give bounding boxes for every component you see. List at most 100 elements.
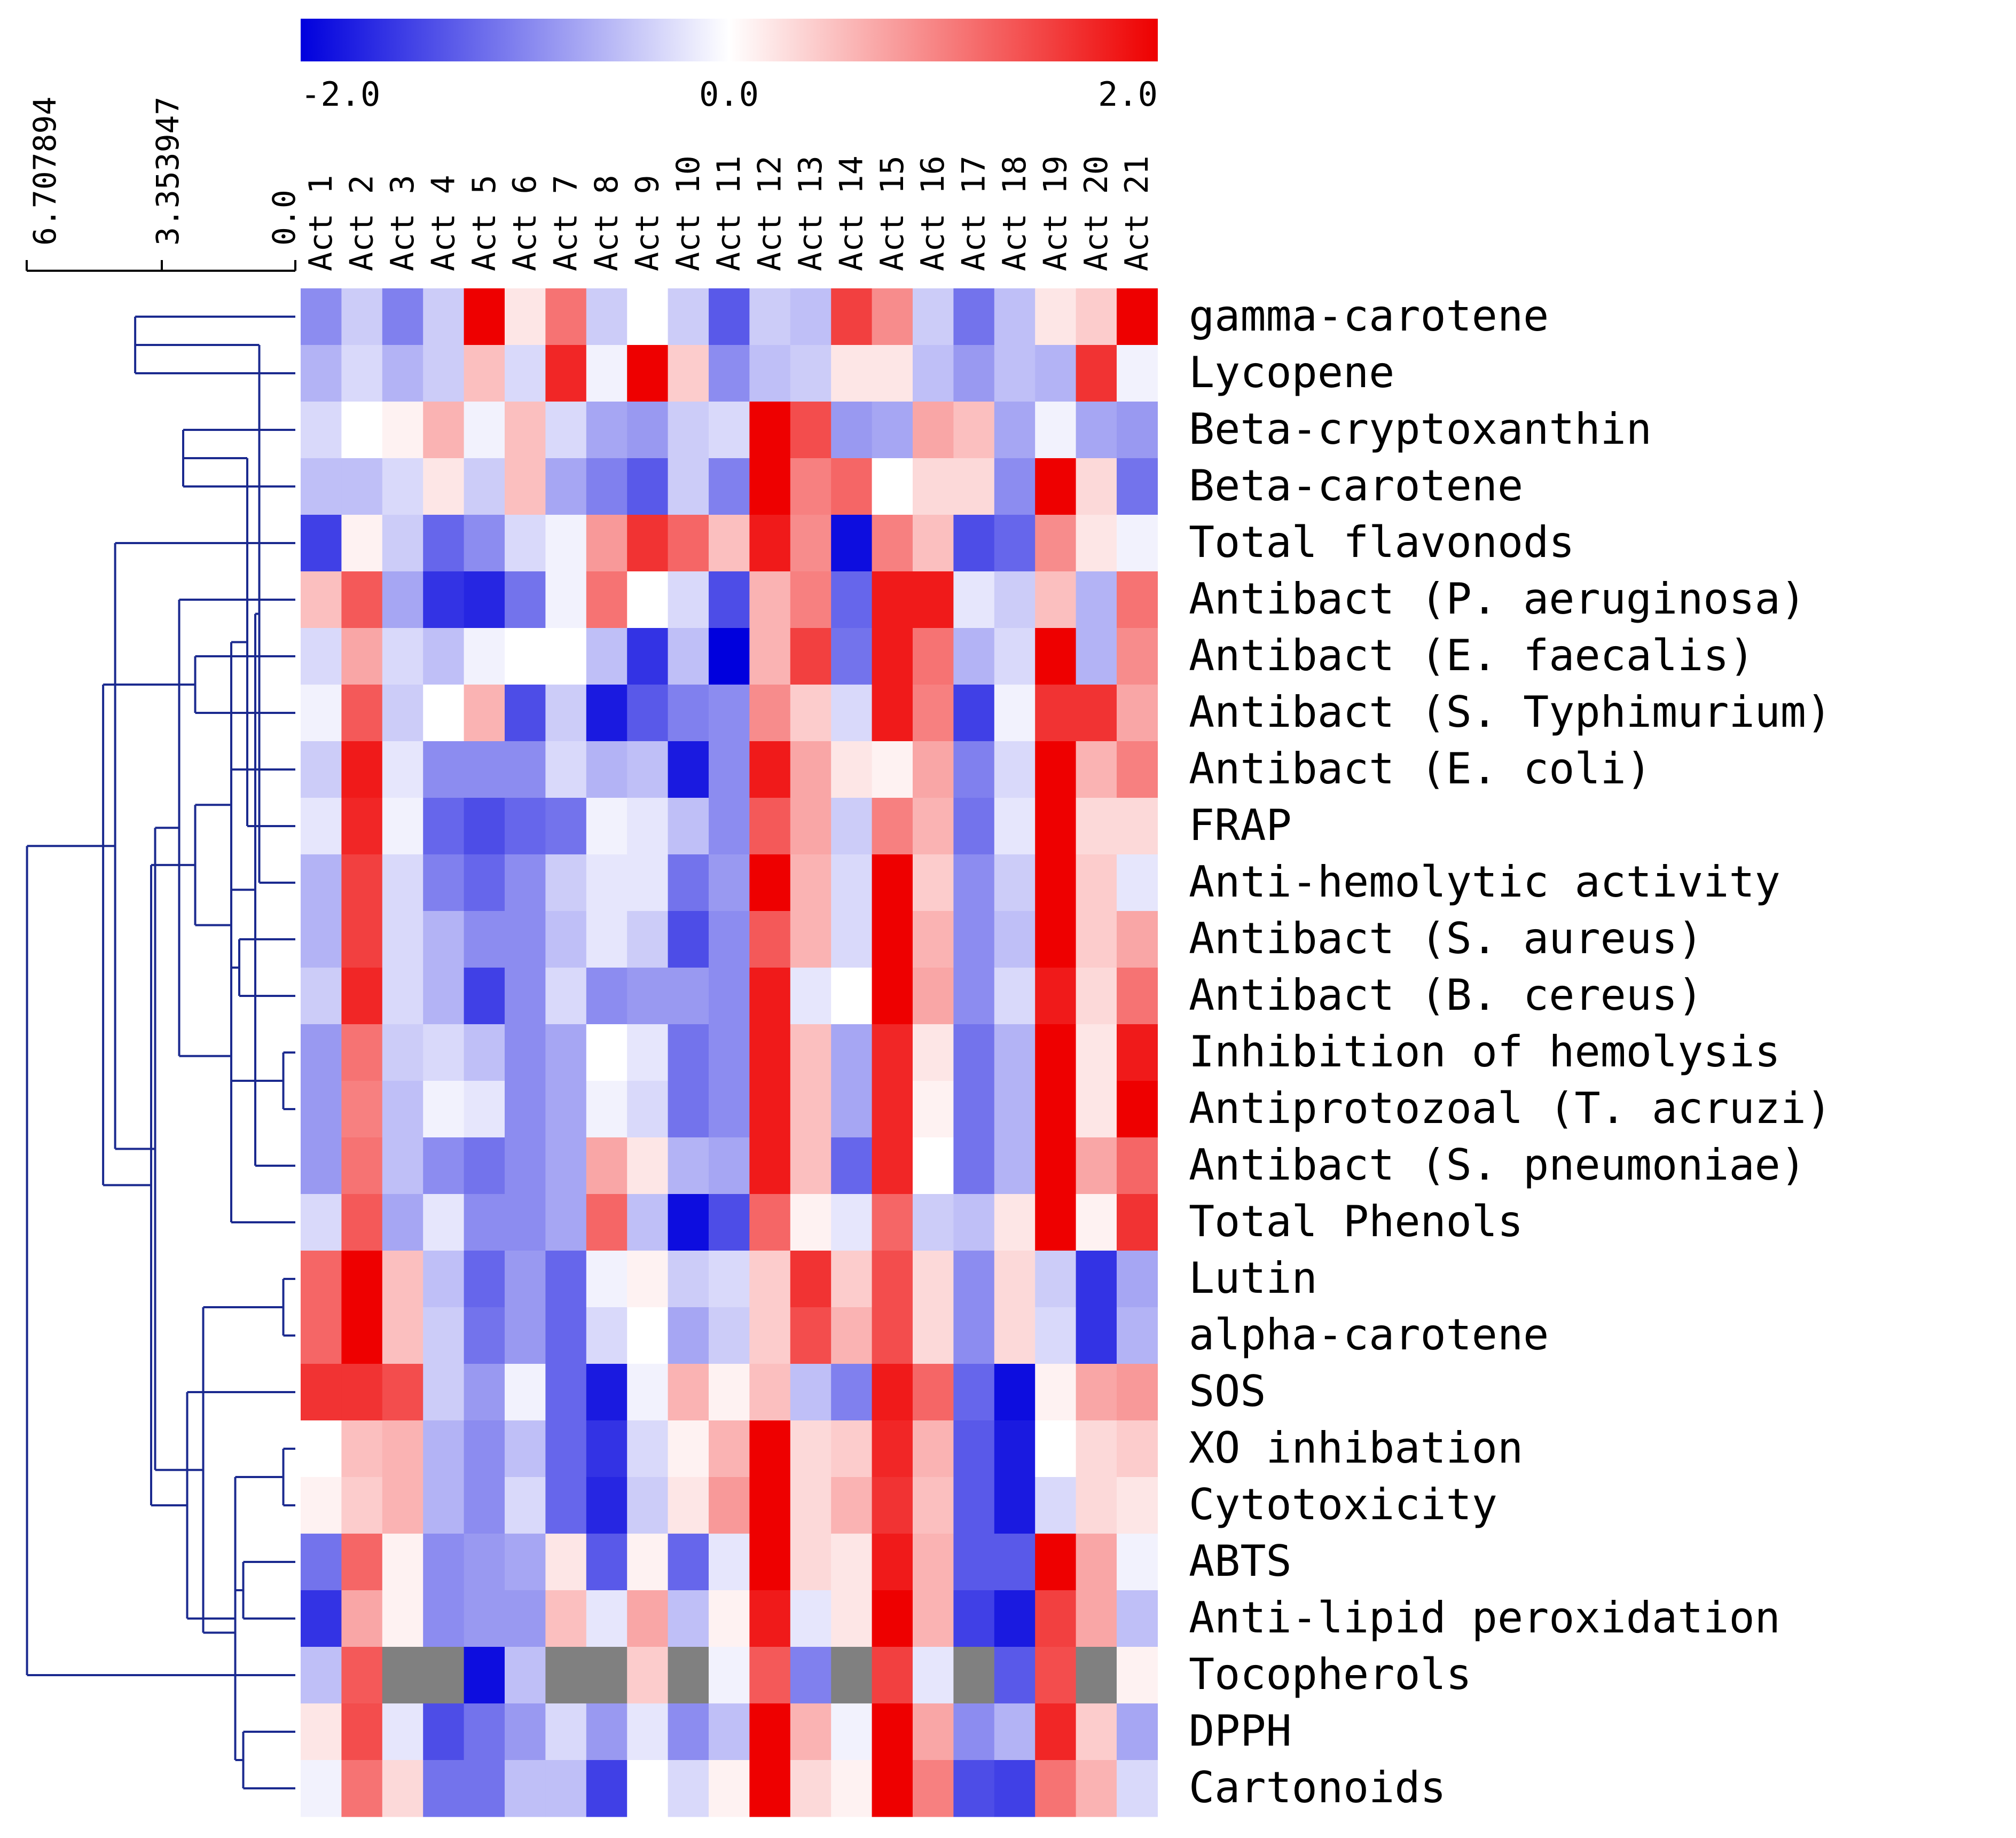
heatmap-cell <box>1035 288 1077 345</box>
heatmap-cell <box>1117 1251 1158 1308</box>
heatmap-cell <box>423 1477 465 1534</box>
heatmap-cell <box>505 1760 546 1817</box>
heatmap-cell <box>953 458 995 515</box>
heatmap-cell <box>1076 1420 1117 1478</box>
heatmap-cell <box>586 288 627 345</box>
heatmap-cell <box>627 1647 669 1704</box>
heatmap-cell <box>790 1477 831 1534</box>
heatmap-cell <box>505 1420 546 1478</box>
heatmap-cell <box>913 741 954 798</box>
heatmap-cell <box>831 628 873 685</box>
heatmap-cell <box>341 741 383 798</box>
heatmap-cell <box>994 1477 1036 1534</box>
heatmap-cell <box>872 1024 913 1081</box>
heatmap-cell <box>994 911 1036 968</box>
heatmap-cell <box>627 288 669 345</box>
heatmap-cell <box>1035 741 1077 798</box>
heatmap-cell <box>709 854 750 912</box>
heatmap-cell <box>545 1534 587 1591</box>
heatmap-cell <box>505 968 546 1025</box>
heatmap-cell <box>913 571 954 629</box>
heatmap-cell <box>749 288 791 345</box>
heatmap-cell <box>341 1081 383 1138</box>
heatmap-cell <box>586 685 627 742</box>
heatmap-cell <box>1035 1647 1077 1704</box>
heatmap-cell <box>1117 345 1158 402</box>
heatmap-cell <box>423 1364 465 1421</box>
heatmap-cell <box>1117 1194 1158 1251</box>
heatmap-cell <box>913 1194 954 1251</box>
heatmap-cell <box>545 402 587 459</box>
heatmap-cell <box>301 911 342 968</box>
heatmap-cell <box>1117 515 1158 572</box>
heatmap-cell <box>1076 1647 1117 1704</box>
row-label: XO inhibation <box>1189 1423 1523 1473</box>
heatmap-cell <box>749 1364 791 1421</box>
heatmap-cell <box>994 1534 1036 1591</box>
column-labels: Act 1 Act 2 Act 3 Act 4 Act 5 Act 6 Act 7 Act 8… <box>302 155 1156 271</box>
heatmap-cell <box>586 1647 627 1704</box>
heatmap-cell <box>341 1364 383 1421</box>
heatmap-cell <box>545 685 587 742</box>
heatmap-cell <box>505 1024 546 1081</box>
heatmap-cell <box>1117 1534 1158 1591</box>
heatmap-cell <box>301 1647 342 1704</box>
row-label: DPPH <box>1189 1706 1292 1756</box>
heatmap-cell <box>749 854 791 912</box>
heatmap-cell <box>545 968 587 1025</box>
heatmap-cell <box>994 1307 1036 1364</box>
column-label: Act 14 <box>833 155 870 271</box>
heatmap-cell <box>1035 1364 1077 1421</box>
row-label: Anti-lipid peroxidation <box>1189 1593 1780 1643</box>
row-label: Antibact (P. aeruginosa) <box>1189 574 1806 624</box>
heatmap-cell <box>382 1534 423 1591</box>
heatmap-cell <box>545 515 587 572</box>
heatmap-cell <box>709 741 750 798</box>
heatmap-cell <box>301 571 342 629</box>
heatmap-cell <box>872 1477 913 1534</box>
heatmap-cell <box>1076 571 1117 629</box>
heatmap-cell <box>872 1534 913 1591</box>
heatmap-cell <box>505 741 546 798</box>
heatmap-cell <box>994 1194 1036 1251</box>
heatmap-cell <box>382 1703 423 1761</box>
row-label: Lutin <box>1189 1253 1317 1303</box>
heatmap-cell <box>749 1534 791 1591</box>
heatmap-cell <box>872 1703 913 1761</box>
heatmap-cell <box>913 1307 954 1364</box>
heatmap-cell <box>749 402 791 459</box>
heatmap-cell <box>709 798 750 855</box>
heatmap-cell <box>749 1703 791 1761</box>
heatmap-cell <box>505 628 546 685</box>
heatmap-cell <box>341 1703 383 1761</box>
heatmap-cell <box>627 685 669 742</box>
heatmap-cell <box>627 458 669 515</box>
heatmap-cell <box>545 571 587 629</box>
heatmap-cell <box>749 911 791 968</box>
heatmap-cell <box>505 288 546 345</box>
heatmap-cell <box>953 1194 995 1251</box>
heatmap-cell <box>994 1590 1036 1647</box>
heatmap-cell <box>872 968 913 1025</box>
heatmap-cell <box>872 1420 913 1478</box>
heatmap-cell <box>301 1703 342 1761</box>
heatmap-cell <box>301 1364 342 1421</box>
heatmap-cell <box>464 1194 505 1251</box>
heatmap-cell <box>953 1647 995 1704</box>
heatmap-cell <box>668 402 709 459</box>
heatmap-cell <box>709 1251 750 1308</box>
heatmap-cell <box>790 968 831 1025</box>
heatmap-cell <box>709 1364 750 1421</box>
heatmap-cell <box>586 911 627 968</box>
heatmap-cell <box>1035 1420 1077 1478</box>
heatmap-cell <box>1117 854 1158 912</box>
heatmap-cell <box>1076 968 1117 1025</box>
heatmap-cell <box>749 1251 791 1308</box>
heatmap-cell <box>586 402 627 459</box>
heatmap-cell <box>1035 1024 1077 1081</box>
heatmap-cell <box>505 854 546 912</box>
row-label: ABTS <box>1189 1536 1292 1586</box>
heatmap-cell <box>301 515 342 572</box>
heatmap-cell <box>341 911 383 968</box>
heatmap-cell <box>994 515 1036 572</box>
